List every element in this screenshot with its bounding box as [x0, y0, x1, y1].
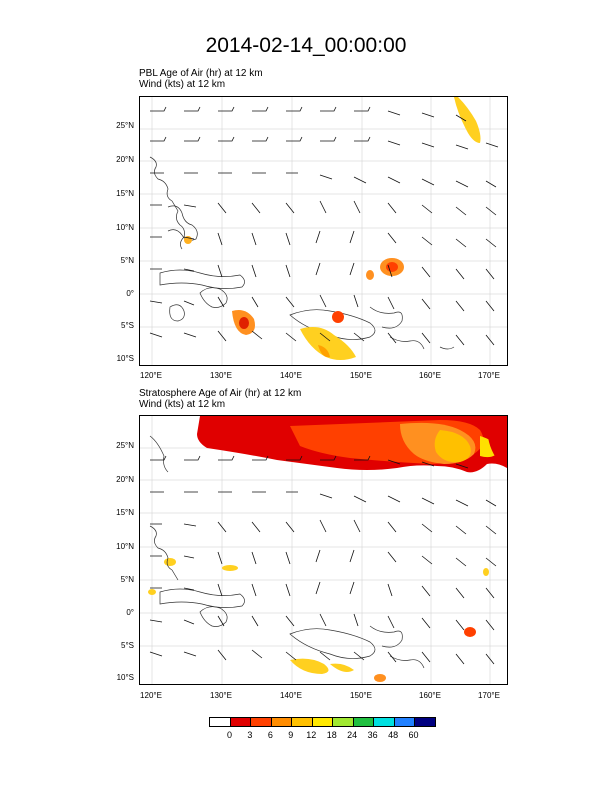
lon-label: 140°E [280, 371, 302, 380]
map-title: 2014-02-14_00:00:00 [205, 34, 407, 57]
coastlines [149, 435, 425, 669]
colorbar-label: 9 [288, 730, 294, 740]
colorbar-segment [230, 718, 252, 726]
lon-label: 150°E [350, 371, 372, 380]
pbl-age-map [139, 96, 508, 366]
lon-label: 120°E [140, 691, 162, 700]
lat-label: 25°N [116, 121, 134, 130]
panel1-subtitle: PBL Age of Air (hr) at 12 km Wind (kts) … [139, 68, 263, 90]
panel2-subtitle: Stratosphere Age of Air (hr) at 12 km Wi… [139, 388, 301, 410]
colorbar-segment [415, 718, 436, 726]
colorbar-label: 60 [408, 730, 419, 740]
colorbar-segment [394, 718, 416, 726]
colorbar-label: 6 [267, 730, 273, 740]
wind-barbs [149, 106, 499, 346]
lon-label: 130°E [210, 691, 232, 700]
stratosphere-age-shading [148, 416, 507, 682]
lon-label: 140°E [280, 691, 302, 700]
stratosphere-age-map [139, 415, 508, 685]
colorbar-segment [312, 718, 334, 726]
lat-label: 20°N [116, 155, 134, 164]
lat-label: 5°S [121, 321, 134, 330]
colorbar-segment [271, 718, 293, 726]
lon-label: 120°E [140, 371, 162, 380]
lat-label: 15°N [116, 508, 134, 517]
colorbar-label: 3 [247, 730, 253, 740]
lon-label: 170°E [478, 691, 500, 700]
panel2-subtitle-wind: Wind (kts) at 12 km [139, 399, 226, 410]
lat-label: 10°N [116, 223, 134, 232]
panel1-subtitle-variable: PBL Age of Air (hr) at 12 km [139, 68, 263, 79]
lon-label: 160°E [419, 371, 441, 380]
lat-label: 5°S [121, 641, 134, 650]
colorbar-segment [353, 718, 375, 726]
lon-label: 170°E [478, 371, 500, 380]
colorbar-label: 48 [388, 730, 399, 740]
colorbar-segment [292, 718, 313, 726]
lat-label: 10°S [116, 354, 134, 363]
lat-label: 0° [126, 289, 134, 298]
coastlines [149, 156, 455, 350]
colorbar-label: 12 [306, 730, 317, 740]
lat-label: 20°N [116, 475, 134, 484]
wind-barbs [149, 455, 497, 665]
lon-label: 150°E [350, 691, 372, 700]
panel2-subtitle-variable: Stratosphere Age of Air (hr) at 12 km [139, 388, 302, 399]
panel1-subtitle-wind: Wind (kts) at 12 km [139, 79, 226, 90]
lat-label: 10°N [116, 542, 134, 551]
colorbar-label: 0 [226, 730, 232, 740]
colorbar-label: 18 [326, 730, 337, 740]
colorbar-label: 24 [347, 730, 358, 740]
pbl-age-map-canvas [140, 97, 507, 365]
colorbar-segment [333, 718, 354, 726]
lon-label: 160°E [419, 691, 441, 700]
lon-label: 130°E [210, 371, 232, 380]
lat-label: 10°S [116, 673, 134, 682]
colorbar-segment [210, 718, 231, 726]
lat-label: 0° [126, 608, 134, 617]
gridlines [140, 97, 507, 365]
lat-label: 5°N [120, 256, 134, 265]
lat-label: 5°N [120, 575, 134, 584]
colorbar [209, 717, 436, 727]
colorbar-label: 36 [367, 730, 378, 740]
stratosphere-age-map-canvas [140, 416, 507, 684]
lat-label: 15°N [116, 189, 134, 198]
pbl-age-shading [184, 97, 481, 360]
colorbar-segment [251, 718, 272, 726]
lat-label: 25°N [116, 441, 134, 450]
colorbar-segment [374, 718, 395, 726]
